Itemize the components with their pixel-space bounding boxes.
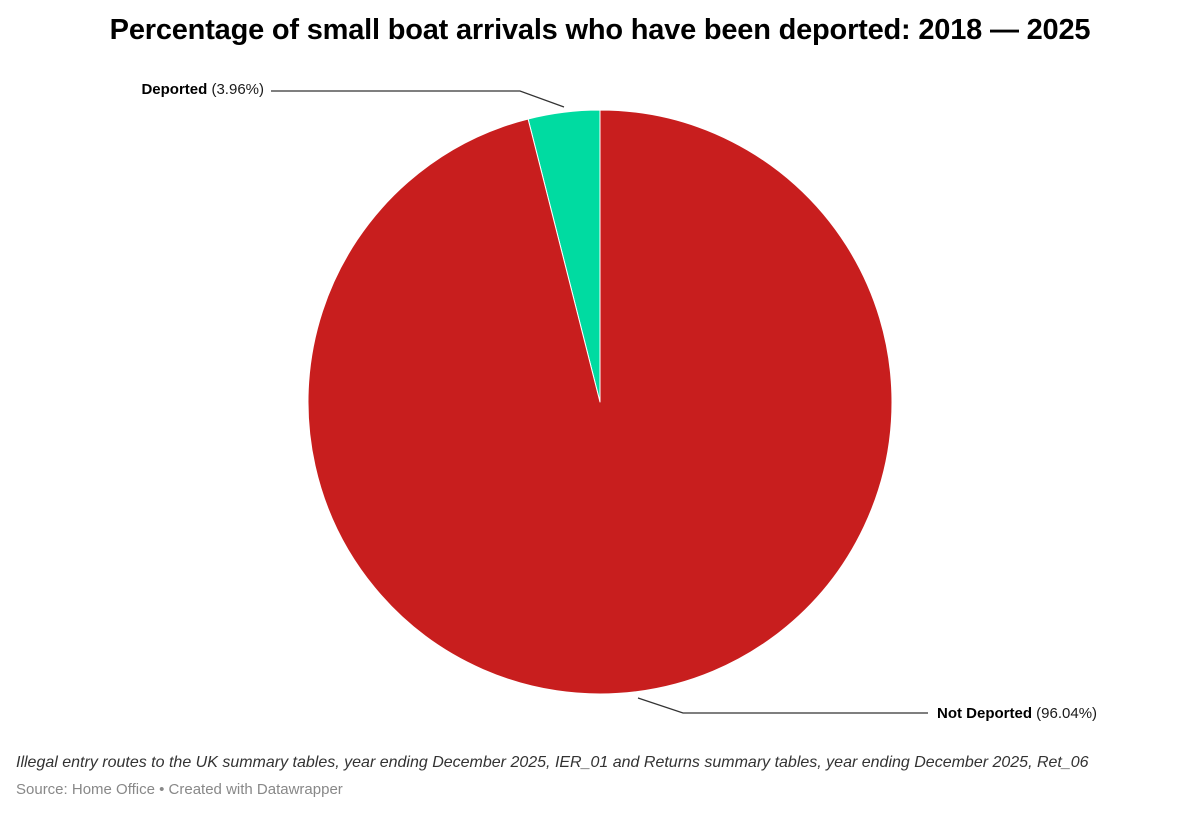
chart-notes: Illegal entry routes to the UK summary t… bbox=[16, 754, 1089, 771]
slice-label-deported-name: Deported bbox=[141, 81, 208, 98]
slice-label-not-deported-name: Not Deported bbox=[937, 705, 1032, 722]
leader-line-deported bbox=[271, 90, 565, 108]
pie-slices bbox=[307, 109, 893, 695]
slice-label-not-deported-value: (96.04%) bbox=[1036, 705, 1098, 722]
leader-line-not-deported bbox=[637, 697, 928, 714]
slice-label-deported: Deported (3.96%) bbox=[141, 81, 264, 98]
slice-label-not-deported: Not Deported (96.04%) bbox=[937, 705, 1097, 722]
pie-slice-not-deported bbox=[307, 109, 893, 695]
chart-title: Percentage of small boat arrivals who ha… bbox=[109, 14, 1091, 46]
slice-label-deported-value: (3.96%) bbox=[211, 81, 264, 98]
chart-source: Source: Home Office • Created with Dataw… bbox=[16, 781, 343, 798]
